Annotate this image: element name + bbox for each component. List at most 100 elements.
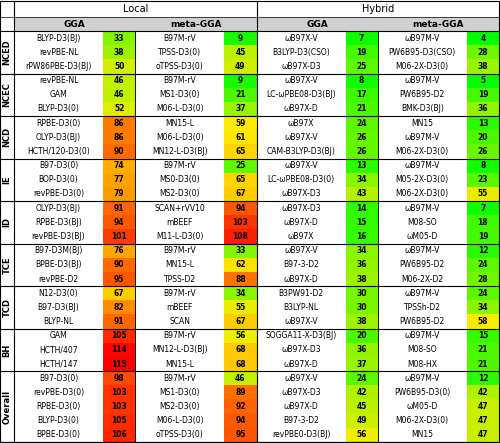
Text: ωB97X-D3: ωB97X-D3 <box>281 388 321 397</box>
Bar <box>135 428 224 442</box>
Text: ωM05-D: ωM05-D <box>406 232 438 241</box>
Text: 67: 67 <box>114 289 124 298</box>
Text: CAM-B3LYP-D3(BJ): CAM-B3LYP-D3(BJ) <box>266 147 336 156</box>
Text: 13: 13 <box>478 119 488 128</box>
Text: M06-2X-D3(0): M06-2X-D3(0) <box>396 147 449 156</box>
Text: 7: 7 <box>480 204 486 213</box>
Text: TPSSh-D2: TPSSh-D2 <box>404 303 441 312</box>
Text: 34: 34 <box>356 246 367 255</box>
Bar <box>256 45 346 59</box>
Text: 45: 45 <box>356 402 367 411</box>
Bar <box>378 88 467 102</box>
Bar <box>256 343 346 357</box>
Bar <box>467 315 499 329</box>
Bar <box>346 414 378 428</box>
Bar <box>467 258 499 272</box>
Text: ωB97M-V: ωB97M-V <box>404 246 440 255</box>
Text: 34: 34 <box>356 175 367 184</box>
Bar <box>103 357 135 371</box>
Text: MS2-D3(0): MS2-D3(0) <box>160 402 200 411</box>
Bar <box>346 88 378 102</box>
Bar <box>378 244 467 258</box>
Text: M06-L-D3(0): M06-L-D3(0) <box>156 133 204 142</box>
Bar <box>224 45 256 59</box>
Text: 90: 90 <box>114 147 124 156</box>
Text: PW6B95-D3(CSO): PW6B95-D3(CSO) <box>388 48 456 57</box>
Bar <box>14 428 103 442</box>
Text: 36: 36 <box>478 105 488 113</box>
Bar <box>256 187 346 201</box>
Bar <box>135 300 224 315</box>
Text: 94: 94 <box>114 218 124 227</box>
Text: 36: 36 <box>356 260 367 269</box>
Bar <box>256 59 346 74</box>
Bar <box>346 201 378 215</box>
Text: 33: 33 <box>235 246 246 255</box>
Text: MS1-D3(0): MS1-D3(0) <box>160 90 200 99</box>
Bar <box>256 385 346 400</box>
Text: 42: 42 <box>478 388 488 397</box>
Bar <box>378 201 467 215</box>
Text: SCAN+rVV10: SCAN+rVV10 <box>154 204 205 213</box>
Bar <box>135 371 224 385</box>
Text: 15: 15 <box>478 331 488 340</box>
Text: 34: 34 <box>478 303 488 312</box>
Bar <box>224 300 256 315</box>
Text: PW6B95-D3(0): PW6B95-D3(0) <box>394 388 450 397</box>
Text: ωB97X-D3: ωB97X-D3 <box>281 346 321 354</box>
Bar <box>346 116 378 130</box>
Text: 82: 82 <box>114 303 124 312</box>
Text: 91: 91 <box>114 204 124 213</box>
Text: BLYP-NL: BLYP-NL <box>44 317 74 326</box>
Text: 30: 30 <box>356 289 367 298</box>
Bar <box>256 428 346 442</box>
Text: oTPSS-D3(0): oTPSS-D3(0) <box>156 431 204 439</box>
Text: 56: 56 <box>356 431 367 439</box>
Text: 19: 19 <box>356 48 367 57</box>
Bar <box>346 286 378 300</box>
Text: N12-D3(0): N12-D3(0) <box>38 289 78 298</box>
Bar <box>346 229 378 244</box>
Text: RPBE-D3(0): RPBE-D3(0) <box>36 119 80 128</box>
Bar <box>103 385 135 400</box>
Bar <box>224 88 256 102</box>
Bar <box>14 116 103 130</box>
Text: M08-HX: M08-HX <box>408 360 438 369</box>
Text: TCD: TCD <box>2 298 12 317</box>
Bar <box>103 315 135 329</box>
Bar <box>224 215 256 229</box>
Text: 46: 46 <box>114 90 124 99</box>
Bar <box>224 130 256 144</box>
Text: 115: 115 <box>112 360 127 369</box>
Text: LC-ωPBE08-D3(0): LC-ωPBE08-D3(0) <box>268 175 334 184</box>
Bar <box>224 229 256 244</box>
Text: 24: 24 <box>356 374 367 383</box>
Bar <box>346 244 378 258</box>
Bar <box>346 385 378 400</box>
Bar <box>103 244 135 258</box>
Bar <box>224 59 256 74</box>
Text: 42: 42 <box>356 388 367 397</box>
Text: NCED: NCED <box>2 39 12 65</box>
Bar <box>378 400 467 414</box>
Bar <box>467 371 499 385</box>
Bar <box>135 17 256 31</box>
Text: 8: 8 <box>480 161 486 170</box>
Bar <box>224 74 256 88</box>
Bar <box>224 173 256 187</box>
Bar <box>103 343 135 357</box>
Bar <box>135 215 224 229</box>
Text: ωB97M-V: ωB97M-V <box>404 374 440 383</box>
Bar <box>346 343 378 357</box>
Text: TCE: TCE <box>2 256 12 274</box>
Bar <box>256 88 346 102</box>
Bar <box>224 329 256 343</box>
Bar <box>103 88 135 102</box>
Bar <box>103 414 135 428</box>
Bar <box>14 144 103 159</box>
Bar <box>14 286 103 300</box>
Text: 26: 26 <box>356 147 367 156</box>
Bar <box>135 357 224 371</box>
Bar <box>224 244 256 258</box>
Text: B3LYP-D3(CSO): B3LYP-D3(CSO) <box>272 48 330 57</box>
